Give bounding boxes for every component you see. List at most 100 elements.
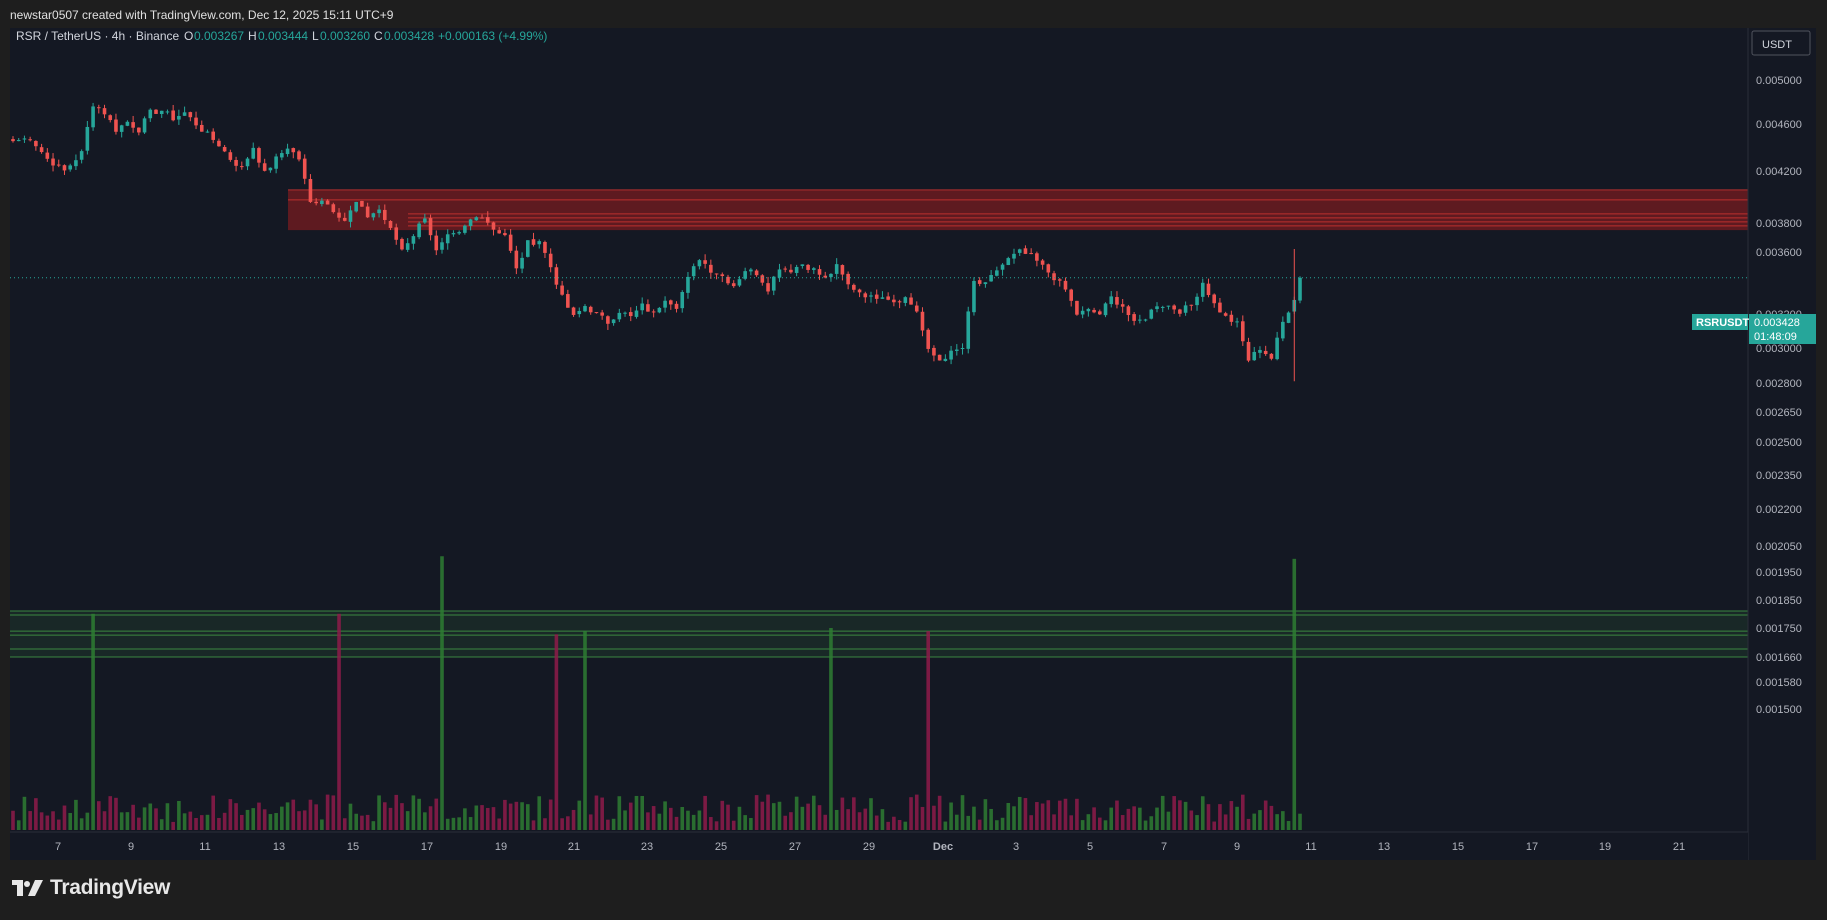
legend-low-label: L bbox=[312, 29, 319, 43]
volume-bar bbox=[56, 819, 61, 830]
candle-body bbox=[137, 127, 141, 133]
volume-bar bbox=[720, 800, 725, 830]
candle-body bbox=[1143, 319, 1148, 321]
volume-bar bbox=[308, 799, 313, 830]
volume-bar bbox=[526, 804, 530, 830]
volume-bar bbox=[365, 814, 370, 830]
volume-bar bbox=[852, 797, 856, 830]
price-scale[interactable] bbox=[1748, 28, 1816, 860]
volume-bar bbox=[657, 813, 662, 830]
volume-bar bbox=[91, 613, 95, 830]
time-tick-label: 7 bbox=[55, 841, 61, 853]
volume-bar bbox=[543, 818, 547, 830]
candle-body bbox=[474, 217, 479, 221]
chart-frame[interactable]: RSR / TetherUS · 4h · Binance O 0.003267… bbox=[10, 28, 1816, 860]
volume-bar bbox=[777, 801, 782, 830]
volume-bar bbox=[714, 821, 719, 830]
candle-body bbox=[874, 294, 879, 299]
volume-bar bbox=[611, 818, 616, 830]
candle-body bbox=[846, 273, 850, 285]
volume-bar bbox=[102, 811, 107, 830]
candle-body bbox=[651, 311, 656, 313]
tradingview-logo[interactable]: TradingView bbox=[12, 876, 170, 900]
volume-bar bbox=[348, 803, 353, 830]
volume-bar bbox=[771, 803, 776, 830]
candle-body bbox=[131, 122, 135, 128]
volume-bar bbox=[531, 820, 536, 830]
candle-body bbox=[405, 243, 410, 250]
time-scale[interactable] bbox=[10, 832, 1748, 860]
volume-bar bbox=[886, 821, 890, 830]
candle-body bbox=[794, 266, 799, 273]
volume-bar bbox=[508, 803, 513, 830]
candle-body bbox=[1235, 321, 1239, 323]
volume-bar bbox=[182, 813, 187, 830]
candle-body bbox=[737, 279, 742, 286]
candle-body bbox=[691, 266, 696, 277]
volume-bar bbox=[22, 796, 27, 830]
volume-bar bbox=[445, 818, 450, 830]
time-tick-label: 25 bbox=[715, 841, 727, 853]
legend-change: +0.000163 (+4.99%) bbox=[438, 29, 547, 43]
price-tick-label: 0.002650 bbox=[1756, 407, 1802, 419]
candle-body bbox=[543, 241, 547, 253]
volume-bar bbox=[205, 814, 210, 830]
price-tick-label: 0.005000 bbox=[1756, 75, 1802, 87]
volume-bar bbox=[45, 815, 50, 830]
candle-body bbox=[914, 305, 919, 312]
volume-bar bbox=[766, 794, 770, 830]
price-chart[interactable]: RSR / TetherUS · 4h · Binance O 0.003267… bbox=[10, 28, 1816, 860]
volume-bar bbox=[914, 794, 919, 830]
candle-body bbox=[142, 118, 147, 133]
last-price-value: 0.003428 bbox=[1754, 317, 1800, 329]
volume-bar bbox=[474, 805, 479, 830]
volume-bar bbox=[817, 805, 822, 830]
candle-body bbox=[588, 306, 593, 313]
volume-bar bbox=[434, 798, 439, 830]
volume-bar bbox=[503, 799, 507, 830]
candle-body bbox=[1155, 306, 1159, 310]
volume-bar bbox=[806, 803, 810, 830]
candle-body bbox=[165, 111, 170, 113]
volume-bar bbox=[1172, 796, 1176, 830]
candle-body bbox=[188, 112, 193, 118]
volume-bar bbox=[783, 815, 787, 830]
candle-body bbox=[222, 147, 227, 152]
volume-bar bbox=[1103, 820, 1108, 830]
volume-bar bbox=[1235, 806, 1239, 830]
volume-bar bbox=[1149, 816, 1154, 830]
volume-bar bbox=[331, 795, 336, 830]
candle-body bbox=[743, 271, 747, 279]
volume-bar bbox=[97, 801, 101, 830]
price-tick-label: 0.004600 bbox=[1756, 119, 1802, 131]
candle-body bbox=[297, 151, 301, 160]
currency-button[interactable] bbox=[1751, 30, 1811, 56]
candle-body bbox=[514, 250, 519, 269]
candle-body bbox=[383, 209, 387, 220]
volume-bar bbox=[39, 812, 44, 830]
volume-bar bbox=[137, 817, 141, 830]
candle-body bbox=[388, 220, 393, 228]
volume-bar bbox=[983, 799, 988, 830]
volume-bar bbox=[897, 820, 902, 830]
volume-bar bbox=[360, 815, 364, 830]
candle-body bbox=[159, 110, 164, 115]
volume-layer bbox=[11, 556, 1302, 830]
volume-bar bbox=[194, 817, 198, 830]
volume-bar bbox=[686, 810, 690, 830]
chart-credit: newstar0507 created with TradingView.com… bbox=[10, 8, 394, 22]
candle-body bbox=[171, 110, 175, 121]
volume-bar bbox=[554, 634, 559, 830]
volume-bar bbox=[651, 806, 656, 830]
volume-bar bbox=[1286, 821, 1291, 830]
candle-body bbox=[583, 306, 587, 312]
candle-body bbox=[234, 159, 238, 166]
candle-body bbox=[97, 107, 101, 109]
time-tick-label: 17 bbox=[421, 841, 433, 853]
candle-body bbox=[468, 219, 473, 227]
candle-body bbox=[74, 160, 78, 167]
candle-body bbox=[302, 158, 307, 179]
candle-body bbox=[417, 223, 421, 238]
volume-bar bbox=[251, 808, 256, 830]
volume-bar bbox=[114, 797, 118, 830]
